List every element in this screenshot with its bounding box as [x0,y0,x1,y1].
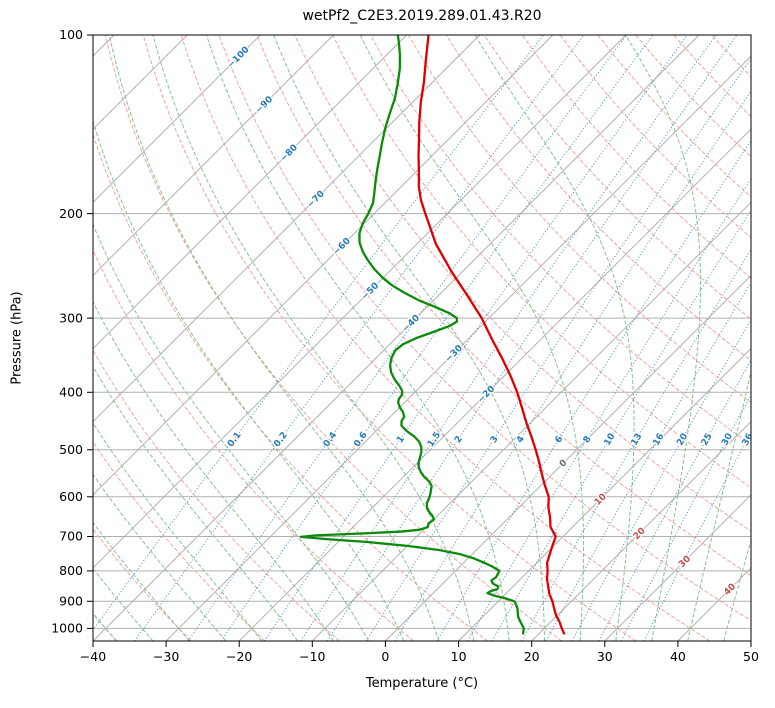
dry-adiabats [93,35,751,641]
x-tick-0: 0 [381,649,389,664]
x-tick-labels: −40 −30 −20 −10 0 10 20 30 40 50 [80,649,759,664]
x-tick-50: 50 [743,649,759,664]
x-tick-10: 10 [451,649,467,664]
mixing-label-0.4: 0.4 [322,430,339,449]
x-axis-label: Temperature (°C) [365,676,479,691]
y-axis-label: Pressure (hPa) [9,291,25,385]
mixing-label-36: 36 [741,432,756,448]
mixing-label-0.1: 0.1 [226,430,244,449]
y-tick-600: 600 [59,489,83,504]
y-tick-200: 200 [59,206,83,221]
x-tick-20: 20 [524,649,540,664]
y-tick-900: 900 [59,594,83,609]
isotherm-label--40: −40 [401,313,422,334]
mixing-label-13: 13 [630,432,645,448]
isotherm-label--20: −20 [476,384,497,405]
isotherm-label--50: −50 [360,281,381,302]
isotherm-label--90: −90 [254,95,275,116]
mixing-label-4: 4 [515,434,527,445]
temperature-curve [417,35,566,635]
isotherm-label--70: −70 [306,189,327,210]
y-tick-500: 500 [59,442,83,457]
mixing-ratio-lines [93,35,751,641]
mixing-label-10: 10 [603,432,618,448]
isotherm-label--80: −80 [279,143,300,164]
y-tick-300: 300 [59,310,83,325]
pressure-gridlines [93,35,751,629]
mixing-label-6: 6 [554,434,566,445]
isotherm-label-10: 10 [593,492,609,508]
moist-adiabats [93,35,751,641]
x-tick--20: −20 [226,649,252,664]
isotherm-label--100: −100 [226,45,252,71]
y-tick-400: 400 [59,385,83,400]
mixing-label-0.6: 0.6 [352,430,369,449]
y-tick-100: 100 [59,27,83,42]
mixing-label-30: 30 [720,432,735,448]
y-tick-800: 800 [59,563,83,578]
isotherm-label-40: 40 [722,582,738,598]
isotherm-label-0: 0 [558,458,570,470]
x-tick--40: −40 [80,649,106,664]
isotherm-gridlines [93,35,751,641]
mixing-label-20: 20 [675,432,690,448]
x-tick--10: −10 [299,649,325,664]
mixing-label-25: 25 [700,432,715,448]
mixing-label-3: 3 [489,434,501,445]
y-tick-1000: 1000 [51,621,83,636]
axes-frame [87,34,752,647]
isotherm-label-30: 30 [677,554,693,570]
y-tick-labels: 100 200 300 400 500 600 700 800 900 1000 [51,27,83,635]
y-tick-700: 700 [59,529,83,544]
x-tick-40: 40 [670,649,686,664]
x-tick-30: 30 [597,649,613,664]
isotherm-label--60: −60 [331,236,352,257]
x-tick--30: −30 [153,649,179,664]
mixing-label-2: 2 [453,434,465,445]
dewpoint-curve [299,35,525,635]
mixing-label-1.5: 1.5 [426,430,443,449]
chart-title: wetPf2_C2E3.2019.289.01.43.R20 [302,8,542,24]
plot-area: 0.1 0.2 0.4 0.6 1 1.5 2 3 4 6 8 10 13 16 20 25 30 36−100−… [93,35,756,641]
isotherm-label-20: 20 [632,526,648,542]
isotherm-label--30: −30 [444,343,465,364]
